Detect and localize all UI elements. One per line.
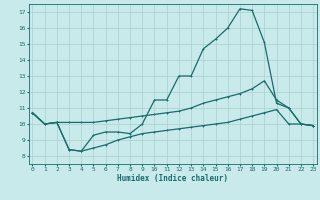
X-axis label: Humidex (Indice chaleur): Humidex (Indice chaleur) [117, 174, 228, 183]
